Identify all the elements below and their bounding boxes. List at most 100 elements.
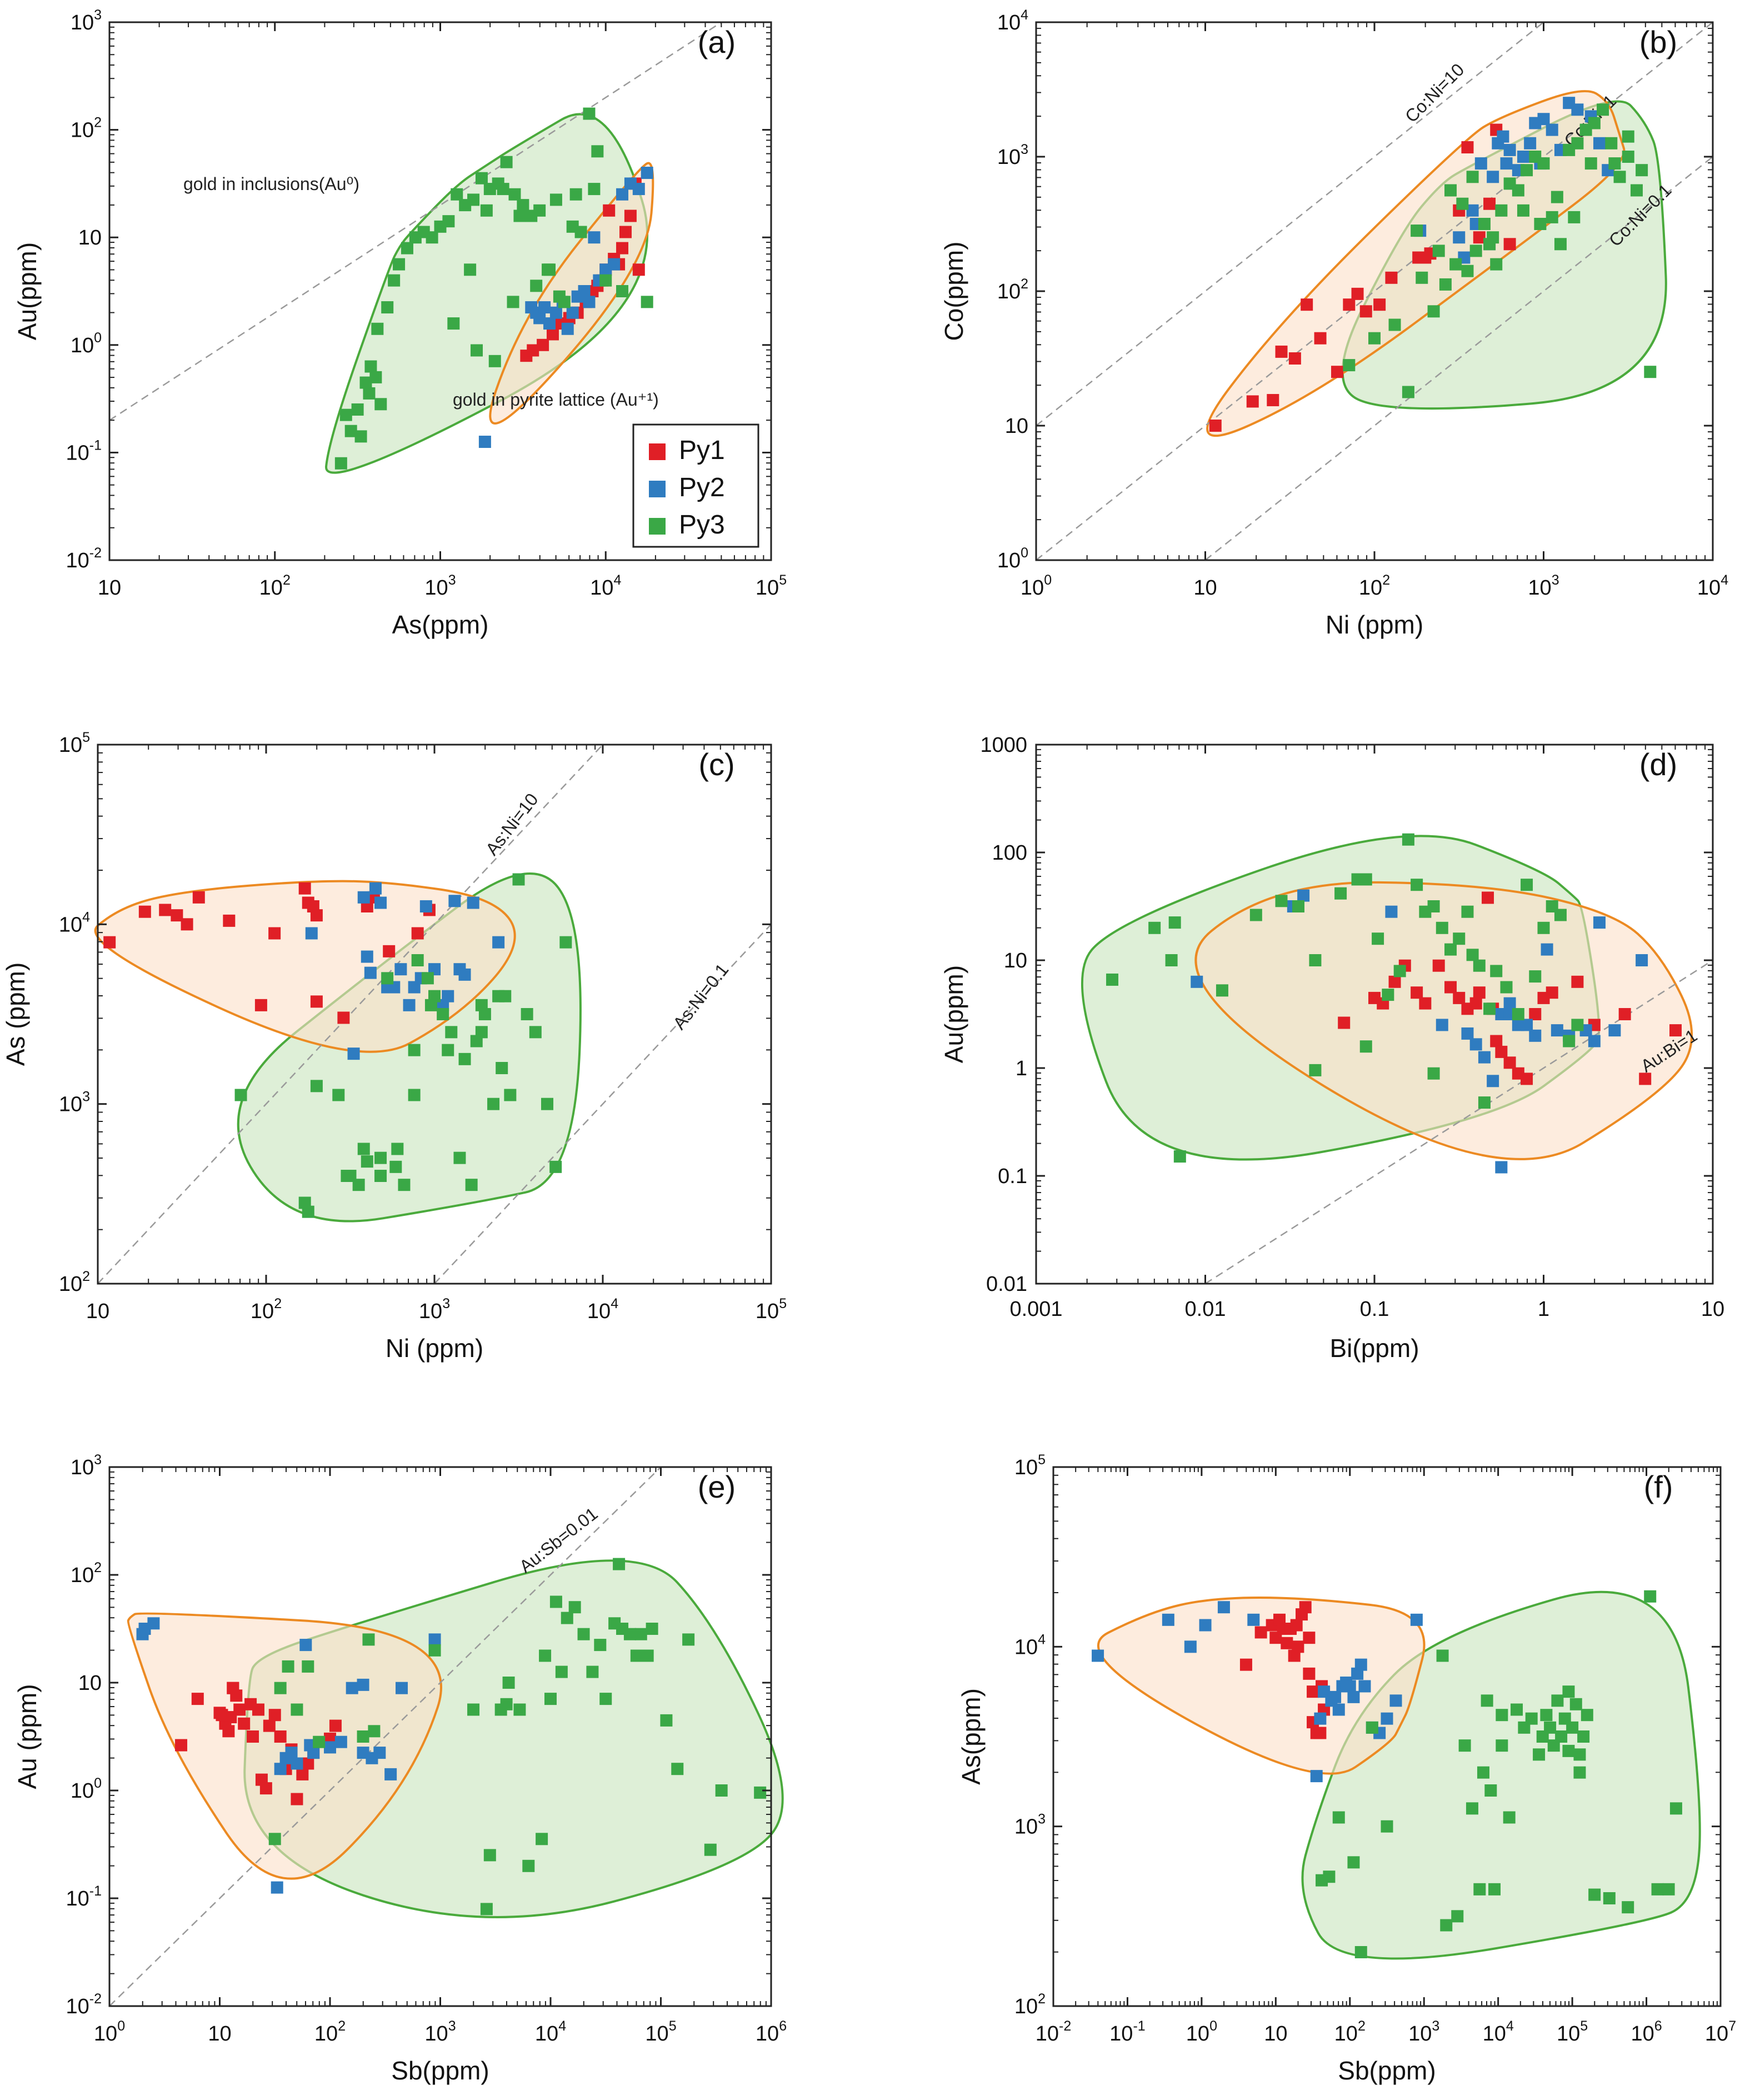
data-point-py1 — [619, 226, 632, 238]
data-point-py2 — [394, 963, 407, 976]
data-point-py3 — [1402, 386, 1414, 398]
data-point-py2 — [1500, 157, 1513, 170]
data-point-py2 — [1199, 1619, 1212, 1632]
y-tick-label: 10 — [1004, 949, 1027, 972]
data-point-py3 — [1444, 184, 1457, 197]
data-point-py3 — [1173, 1150, 1186, 1163]
data-point-py3 — [1411, 225, 1423, 237]
data-point-py3 — [428, 1644, 441, 1657]
tick-label-y3: 10 — [78, 1672, 102, 1695]
data-point-py3 — [374, 1151, 387, 1164]
data-point-py3 — [351, 403, 364, 416]
data-point-py3 — [362, 1633, 375, 1646]
tick-label-x4: 105 — [756, 572, 787, 600]
data-point-py3 — [543, 263, 556, 276]
tick-label-x2: 103 — [424, 572, 456, 600]
data-point-py1 — [291, 1793, 303, 1805]
data-point-py3 — [442, 1044, 454, 1056]
data-point-py1 — [103, 936, 116, 949]
data-point-py3 — [1521, 164, 1533, 177]
data-point-py1 — [175, 1739, 188, 1752]
data-point-py3 — [361, 1155, 373, 1168]
data-point-py3 — [1571, 1019, 1584, 1031]
data-point-py2 — [1314, 1712, 1327, 1725]
data-point-py3 — [1372, 932, 1384, 945]
tick-label-y2: 100 — [71, 1775, 102, 1803]
legend-label-py2: Py2 — [679, 473, 725, 502]
ratio-line — [109, 1466, 662, 2007]
data-point-py3 — [445, 1026, 458, 1039]
data-point-py3 — [541, 1098, 554, 1110]
tick-label-y4: 102 — [71, 1560, 102, 1587]
legend-label-py3: Py3 — [679, 510, 725, 540]
data-point-py3 — [408, 1044, 421, 1056]
data-point-py3 — [451, 188, 463, 201]
data-point-py3 — [391, 1143, 404, 1155]
data-point-py1 — [632, 263, 645, 276]
field-py1-py2 — [1097, 1596, 1426, 1775]
data-point-py3 — [1444, 943, 1457, 956]
data-point-py2 — [478, 436, 491, 448]
annotation: gold in inclusions(Au⁰) — [183, 174, 359, 194]
data-point-py2 — [1487, 171, 1499, 183]
tick-label-y1: 103 — [1014, 1812, 1046, 1839]
data-point-py3 — [1216, 984, 1228, 997]
panel-label: (e) — [698, 1469, 736, 1504]
panel-label: (d) — [1639, 747, 1677, 782]
data-point-py1 — [227, 1682, 239, 1694]
data-point-py1 — [1453, 991, 1466, 1004]
data-point-py1 — [268, 1709, 281, 1722]
data-point-py1 — [216, 1709, 228, 1722]
data-point-py1 — [1314, 1727, 1327, 1739]
x-tick-label: 10 — [1701, 1298, 1724, 1321]
data-point-py3 — [549, 1595, 562, 1608]
data-point-py3 — [424, 999, 437, 1011]
data-point-py3 — [497, 183, 509, 196]
data-point-py1 — [1546, 986, 1558, 999]
data-point-py1 — [1571, 975, 1584, 988]
data-point-py3 — [408, 1089, 421, 1101]
x-axis-label: Ni (ppm) — [1326, 610, 1423, 639]
tick-label-x5: 105 — [645, 2018, 676, 2046]
data-point-py3 — [559, 936, 572, 949]
tick-label-x4: 105 — [756, 1296, 787, 1323]
data-point-py2 — [1588, 1035, 1601, 1047]
data-point-py3 — [1597, 103, 1609, 116]
data-point-py3 — [1323, 1870, 1336, 1883]
data-point-py3 — [1477, 1766, 1489, 1779]
data-point-py3 — [339, 408, 352, 421]
data-point-py2 — [578, 285, 591, 297]
data-point-py3 — [1651, 1883, 1664, 1896]
tick-label-y2: 104 — [1014, 1632, 1046, 1659]
data-point-py2 — [403, 999, 416, 1011]
data-point-py3 — [1566, 1721, 1579, 1734]
tick-label-x3: 103 — [1528, 572, 1559, 600]
ratio-line — [434, 924, 772, 1284]
data-point-py3 — [533, 204, 546, 217]
data-point-py3 — [1388, 318, 1401, 331]
data-point-py3 — [588, 183, 601, 196]
data-point-py2 — [1410, 1613, 1423, 1626]
data-point-py3 — [1562, 1685, 1575, 1698]
tick-label-x6: 104 — [1483, 2018, 1514, 2046]
data-point-py3 — [465, 1179, 478, 1191]
data-point-py3 — [411, 954, 424, 966]
data-point-py3 — [368, 1725, 381, 1738]
data-point-py3 — [1563, 1035, 1576, 1047]
data-point-py3 — [1347, 1856, 1360, 1869]
data-point-py1 — [1419, 997, 1432, 1010]
data-point-py2 — [1487, 1075, 1499, 1088]
data-point-py3 — [371, 322, 384, 335]
data-point-py3 — [504, 1089, 517, 1101]
data-point-py2 — [1329, 1690, 1342, 1703]
data-point-py3 — [1381, 1820, 1393, 1833]
data-point-py1 — [1307, 1685, 1319, 1698]
data-point-py1 — [1267, 394, 1279, 407]
tick-label-x3: 103 — [424, 2018, 456, 2046]
tick-label-x4: 104 — [535, 2018, 566, 2046]
data-point-py3 — [583, 107, 596, 120]
data-point-py1 — [259, 1782, 272, 1795]
data-point-py2 — [533, 312, 546, 325]
data-point-py1 — [1303, 1632, 1316, 1644]
data-point-py3 — [1622, 1901, 1634, 1914]
